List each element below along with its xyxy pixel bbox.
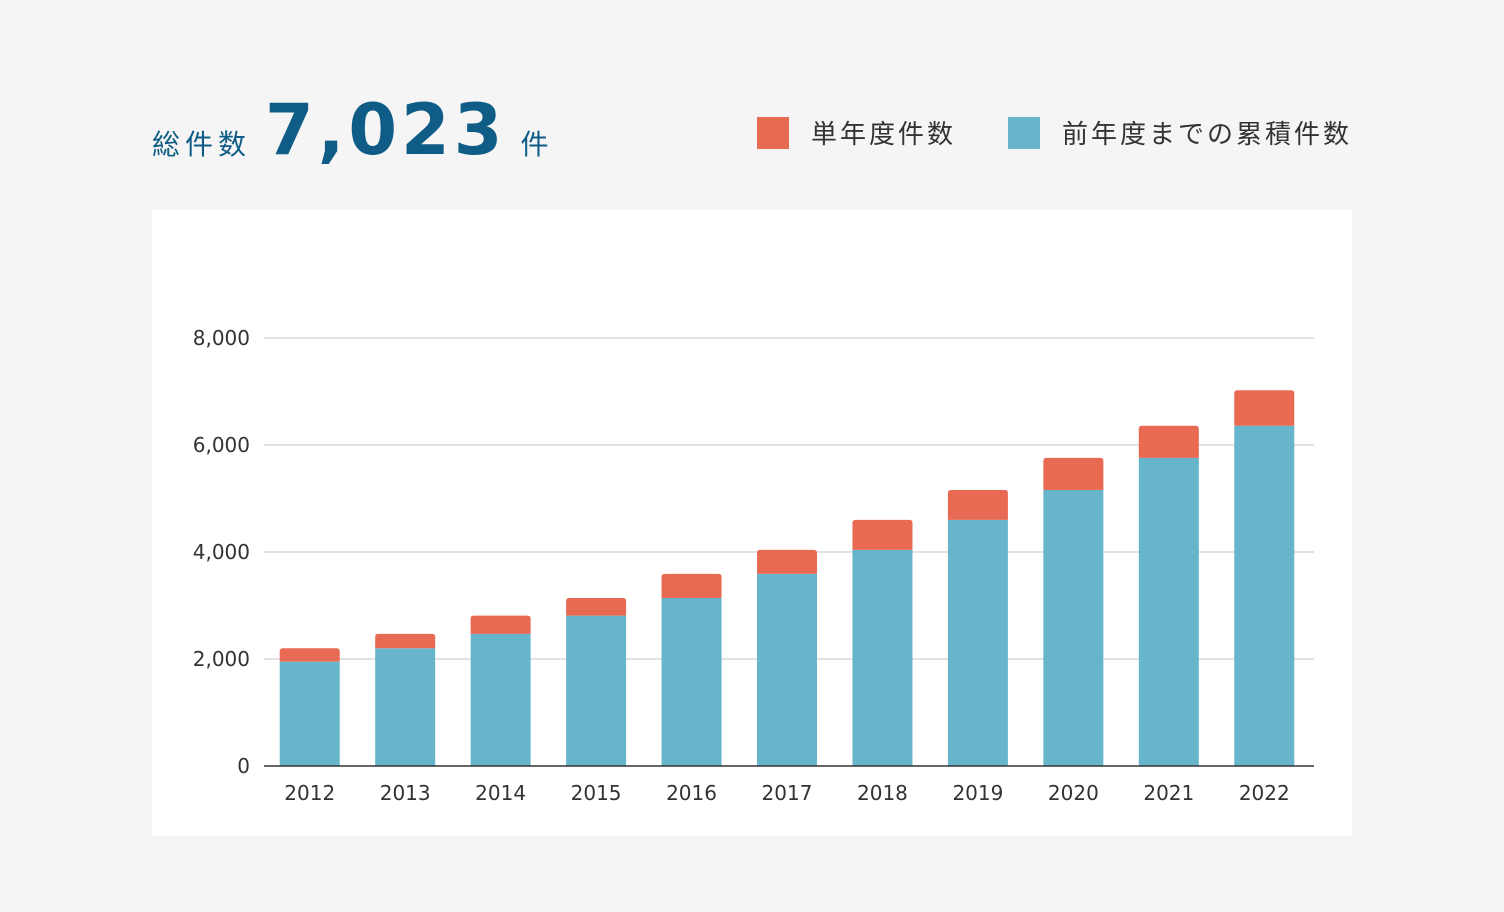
bar-annual-2013 — [375, 633, 436, 649]
total-label: 総件数 — [152, 128, 252, 161]
total-unit: 件 — [520, 128, 552, 161]
bar-cumulative-2021 — [1138, 457, 1199, 766]
chart-card: 0 2,000 4,000 6,000 8,000 2012 2013 2014 2015 201… — [152, 210, 1352, 836]
bar-annual-2017 — [757, 549, 817, 574]
x-tick-label: 2015 — [571, 781, 622, 805]
bar-annual-2012 — [279, 648, 340, 662]
y-tick-label: 4,000 — [193, 540, 250, 564]
bar-annual-2022 — [1234, 390, 1295, 426]
legend-label-cumulative: 前年度までの累積件数 — [1061, 120, 1352, 150]
bar-cumulative-2022 — [1234, 425, 1295, 766]
total-value: 7,023 — [265, 89, 507, 171]
bar-cumulative-2013 — [375, 648, 436, 766]
bar-cumulative-2014 — [470, 633, 531, 766]
legend-item-cumulative: 前年度までの累積件数 — [1007, 114, 1352, 151]
x-tick-label: 2018 — [857, 781, 908, 805]
legend-label-annual: 単年度件数 — [810, 120, 956, 150]
y-tick-label: 6,000 — [193, 433, 250, 457]
x-tick-label: 2016 — [666, 781, 717, 805]
bar-cumulative-2015 — [566, 615, 627, 766]
bar-cumulative-2017 — [757, 573, 817, 766]
bar-cumulative-2016 — [661, 598, 722, 766]
x-tick-label: 2012 — [284, 781, 335, 805]
bar-annual-2019 — [947, 489, 1008, 520]
x-tick-label: 2022 — [1239, 781, 1290, 805]
bar-annual-2021 — [1138, 425, 1199, 458]
x-tick-label: 2019 — [952, 781, 1003, 805]
bar-cumulative-2012 — [279, 661, 340, 766]
y-tick-label: 0 — [237, 754, 250, 778]
bar-cumulative-2019 — [947, 519, 1008, 766]
bar-cumulative-2018 — [852, 549, 913, 766]
legend-swatch-annual — [756, 116, 789, 149]
x-tick-label: 2013 — [380, 781, 431, 805]
total-summary: 総件数 7,023 件 — [152, 80, 551, 180]
x-tick-label: 2021 — [1143, 781, 1194, 805]
x-tick-label: 2020 — [1048, 781, 1099, 805]
stacked-bar-chart: 0 2,000 4,000 6,000 8,000 2012 2013 2014 2015 201… — [193, 326, 1314, 805]
bar-annual-2014 — [470, 615, 531, 634]
y-tick-label: 2,000 — [193, 647, 250, 671]
bar-annual-2016 — [661, 573, 722, 599]
legend-item-annual: 単年度件数 — [756, 114, 956, 151]
x-tick-label: 2014 — [475, 781, 526, 805]
chart-legend: 単年度件数 前年度までの累積件数 — [705, 114, 1352, 151]
bar-annual-2018 — [852, 519, 913, 550]
bar-cumulative-2020 — [1043, 489, 1104, 766]
legend-swatch-cumulative — [1007, 116, 1040, 149]
bar-annual-2020 — [1043, 457, 1104, 490]
x-tick-label: 2017 — [762, 781, 813, 805]
y-tick-label: 8,000 — [193, 326, 250, 350]
bar-annual-2015 — [566, 598, 627, 616]
